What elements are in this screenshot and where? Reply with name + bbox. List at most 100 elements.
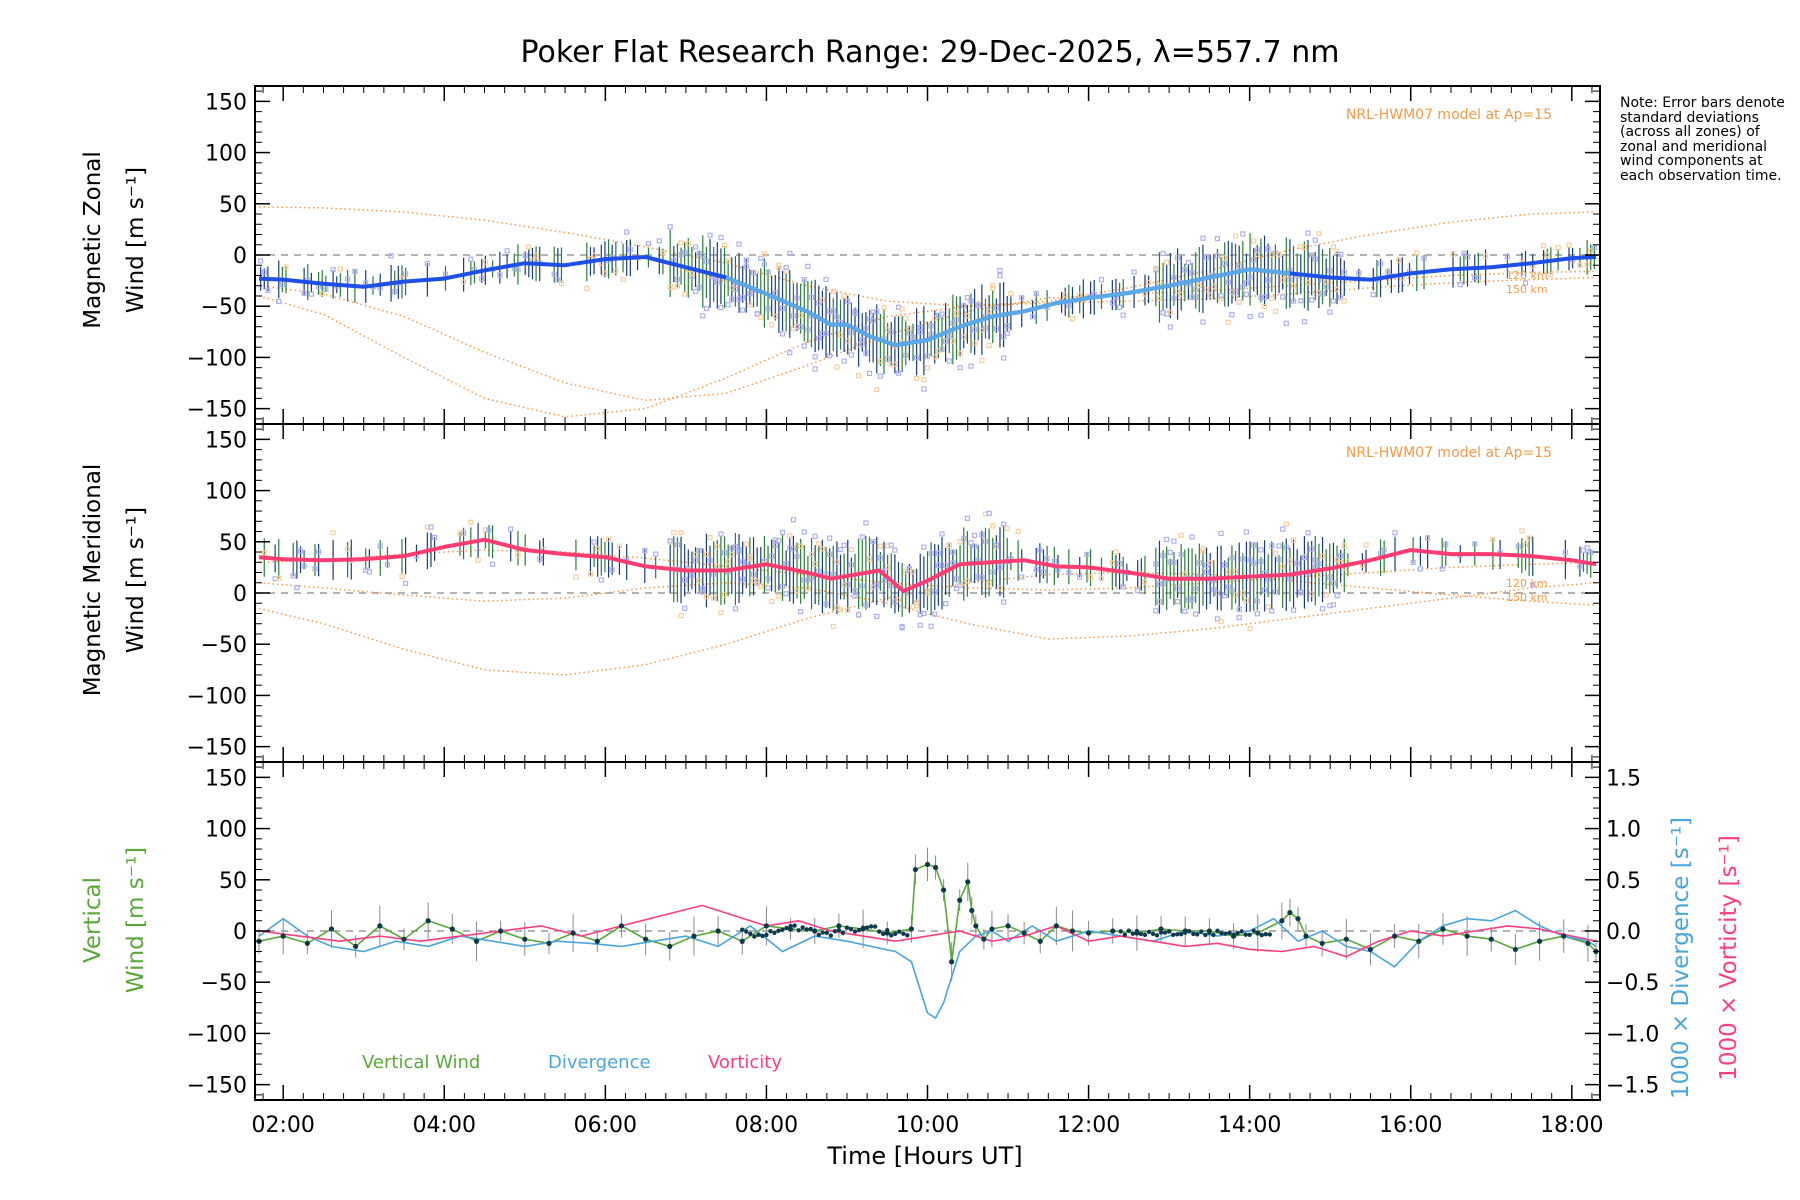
meridional-zone-point xyxy=(1577,563,1583,569)
zonal-zone-point xyxy=(1193,294,1199,300)
zonal-zone-point xyxy=(910,334,916,341)
zonal-zone-point xyxy=(482,259,488,265)
meridional-zone-point xyxy=(1280,563,1286,569)
meridional-zone-point xyxy=(642,547,648,554)
vertical-vertical-wind-point xyxy=(1561,933,1567,939)
meridional-zone-point xyxy=(1425,535,1431,541)
zonal-zone-point xyxy=(522,252,528,259)
meridional-zone-point xyxy=(1232,592,1239,598)
zonal-zone-point xyxy=(740,307,746,313)
vertical-right-tick-label: 0.5 xyxy=(1606,869,1641,894)
zonal-zone-point xyxy=(1254,247,1260,253)
zonal-zone-point xyxy=(714,279,720,285)
meridional-zone-point xyxy=(1515,544,1521,550)
zonal-zone-point xyxy=(1203,254,1210,260)
vertical-vertical-wind-point xyxy=(1464,933,1470,939)
meridional-zone-point xyxy=(377,543,383,549)
zonal-zone-point xyxy=(1222,260,1228,267)
meridional-zone-point xyxy=(928,550,934,557)
vertical-vertical-wind-point xyxy=(1343,936,1349,942)
meridional-zone-point xyxy=(721,592,728,598)
zonal-zone-point xyxy=(946,332,952,338)
vertical-vertical-wind-point xyxy=(768,928,773,934)
vertical-vertical-wind-point xyxy=(1267,932,1272,937)
zonal-zone-point xyxy=(1377,261,1384,267)
zonal-zone-point xyxy=(1214,235,1221,242)
vertical-vertical-wind-point xyxy=(667,943,673,949)
zonal-zone-point xyxy=(584,285,590,292)
meridional-zone-point xyxy=(707,557,713,564)
vertical-vertical-wind-point xyxy=(1259,932,1264,938)
zonal-zone-point xyxy=(1116,304,1123,311)
vertical-vertical-wind-point xyxy=(832,928,838,934)
meridional-zone-point xyxy=(1301,555,1308,561)
meridional-zone-point xyxy=(1160,552,1166,559)
meridional-zone-point xyxy=(1174,599,1181,605)
zonal-zone-point xyxy=(1309,297,1315,303)
vertical-vertical-wind-point xyxy=(643,936,649,942)
zonal-zone-point xyxy=(1200,235,1206,241)
zonal-zone-point xyxy=(1247,313,1253,320)
zonal-zone-point xyxy=(830,288,836,295)
zonal-zone-point xyxy=(932,315,938,321)
meridional-zone-point xyxy=(816,541,822,547)
vertical-vertical-wind-point xyxy=(1146,929,1152,935)
vertical-vertical-wind-point xyxy=(304,940,310,946)
meridional-zone-point xyxy=(703,594,710,600)
zonal-zone-point xyxy=(932,354,938,360)
meridional-zone-point xyxy=(1211,587,1217,593)
panel-zonal: −150 −100 −50 0 50 100 150 xyxy=(187,85,1601,425)
zonal-zone-point xyxy=(1182,267,1188,273)
meridional-zone-point xyxy=(696,578,702,584)
zonal-zone-point xyxy=(1280,294,1286,300)
meridional-zone-point xyxy=(1254,598,1260,604)
zonal-zone-point xyxy=(1069,316,1076,322)
zonal-zone-point xyxy=(812,354,818,360)
zonal-zone-point xyxy=(961,334,967,340)
vertical-vertical-wind-points xyxy=(256,861,1599,965)
zonal-zone-point xyxy=(1243,291,1250,297)
zonal-zone-point xyxy=(819,297,825,303)
meridional-zone-point xyxy=(979,575,985,581)
vertical-vertical-wind-point xyxy=(1203,932,1208,938)
vertical-vertical-wind-point xyxy=(1536,938,1543,944)
meridional-zone-point xyxy=(1001,599,1007,605)
vertical-ylabel: Vertical xyxy=(80,877,106,963)
zonal-zone-point xyxy=(990,285,996,291)
vertical-vertical-wind-point xyxy=(868,924,874,929)
vertical-vertical-wind-point xyxy=(498,928,504,934)
meridional-zone-point xyxy=(1243,597,1250,604)
meridional-zone-point xyxy=(808,551,815,557)
vertical-vertical-wind-point xyxy=(852,929,858,934)
zonal-zone-point xyxy=(1240,284,1246,290)
zonal-zone-point xyxy=(866,370,873,376)
zonal-zone-point xyxy=(979,357,985,363)
zonal-zone-point xyxy=(950,338,956,344)
meridional-zone-point xyxy=(1381,547,1387,553)
zonal-zone-point xyxy=(794,295,800,301)
vertical-tick-label: −150 xyxy=(187,1074,247,1099)
zonal-model-alt-120: 120 km xyxy=(1506,269,1548,282)
meridional-tick-label: −150 xyxy=(187,736,247,761)
meridional-zone-point xyxy=(899,623,905,630)
meridional-zone-point xyxy=(682,577,688,583)
meridional-zone-point xyxy=(1044,555,1050,562)
meridional-zone-point xyxy=(874,583,880,589)
zonal-zone-point xyxy=(885,356,891,362)
meridional-zone-point xyxy=(1316,571,1322,578)
vertical-vertical-wind-point xyxy=(691,933,697,939)
meridional-zone-point xyxy=(953,576,960,582)
zonal-zone-point xyxy=(1030,314,1036,320)
zonal-tick-label: 50 xyxy=(219,193,247,218)
vertical-tick-label: −100 xyxy=(187,1022,247,1047)
meridional-zone-point xyxy=(924,590,931,596)
meridional-zone-point xyxy=(729,551,735,558)
zonal-zone-point xyxy=(823,276,829,283)
zonal-zone-point xyxy=(776,265,782,271)
vertical-vertical-wind-point xyxy=(1154,933,1160,938)
zonal-zone-point xyxy=(758,255,764,261)
meridional-zone-point xyxy=(587,571,594,577)
zonal-zone-point xyxy=(279,281,285,288)
zonal-zone-point xyxy=(1301,244,1308,250)
zonal-zone-point xyxy=(1385,269,1391,275)
